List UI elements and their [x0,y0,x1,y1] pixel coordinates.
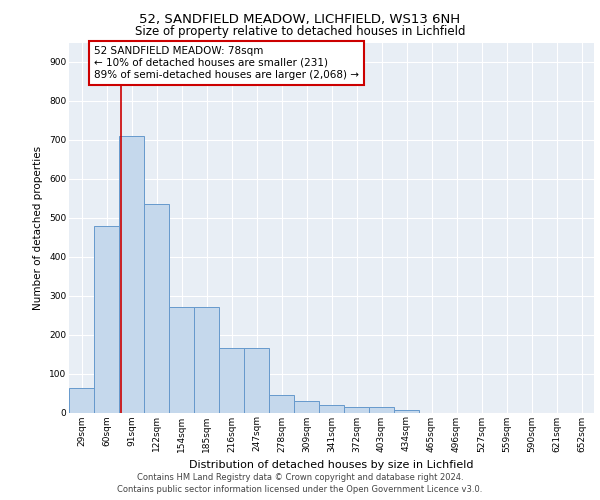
Bar [269,395,294,412]
Bar [294,401,319,412]
Bar [169,308,194,412]
X-axis label: Distribution of detached houses by size in Lichfield: Distribution of detached houses by size … [189,460,474,470]
Bar [219,348,244,412]
Bar [69,388,94,412]
Text: Size of property relative to detached houses in Lichfield: Size of property relative to detached ho… [135,25,465,38]
Y-axis label: Number of detached properties: Number of detached properties [34,146,43,310]
Text: 52 SANDFIELD MEADOW: 78sqm
← 10% of detached houses are smaller (231)
89% of sem: 52 SANDFIELD MEADOW: 78sqm ← 10% of deta… [94,46,359,80]
Text: Contains public sector information licensed under the Open Government Licence v3: Contains public sector information licen… [118,485,482,494]
Bar [319,404,344,412]
Bar [94,226,119,412]
Bar [244,348,269,412]
Text: 52, SANDFIELD MEADOW, LICHFIELD, WS13 6NH: 52, SANDFIELD MEADOW, LICHFIELD, WS13 6N… [139,12,461,26]
Bar [344,406,369,412]
Bar [194,308,219,412]
Bar [144,204,169,412]
Bar [119,136,144,412]
Bar [394,410,419,412]
Text: Contains HM Land Registry data © Crown copyright and database right 2024.: Contains HM Land Registry data © Crown c… [137,472,463,482]
Bar [369,408,394,412]
